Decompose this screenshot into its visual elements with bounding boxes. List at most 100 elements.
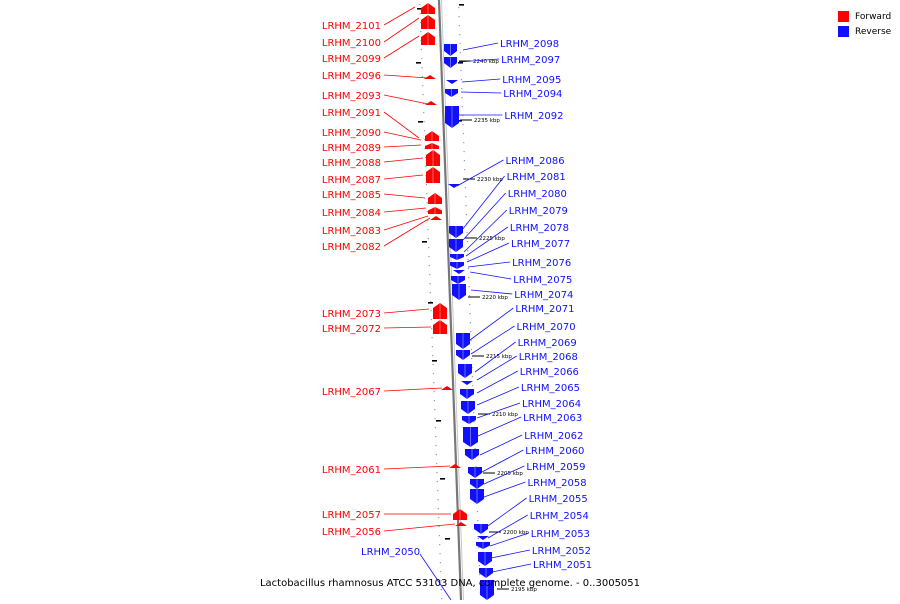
track-dot — [432, 373, 435, 375]
forward-leader-line — [383, 207, 427, 213]
track-dot — [468, 277, 470, 279]
track-dot — [431, 346, 434, 348]
legend-reverse-label: Reverse — [855, 26, 892, 37]
track-dot — [426, 202, 428, 204]
forward-gene-label: LRHM_2100 — [322, 38, 381, 49]
track-dot — [462, 115, 464, 117]
reverse-gene-label: LRHM_2050 — [361, 547, 420, 558]
reverse-leader-line — [490, 549, 530, 559]
label-leaders — [383, 6, 532, 601]
reverse-leader-line — [484, 497, 527, 529]
reverse-gene-label: LRHM_2066 — [520, 367, 579, 378]
reverse-gene — [448, 184, 460, 188]
tick-label: 2225 kbp — [479, 236, 505, 242]
forward-leader-line — [383, 308, 430, 314]
forward-gene-label: LRHM_2093 — [322, 91, 381, 102]
track-dot — [419, 22, 422, 24]
track-dot — [439, 562, 441, 564]
reverse-gene-label: LRHM_2060 — [525, 446, 584, 457]
track-dot — [435, 454, 437, 456]
forward-leader-line — [383, 465, 451, 470]
reverse-leader-line — [466, 242, 510, 263]
track-dot — [438, 535, 440, 537]
forward-leader-line — [383, 157, 424, 163]
track-dot — [431, 328, 433, 330]
reverse-gene — [461, 381, 473, 385]
forward-gene-label: LRHM_2091 — [322, 108, 381, 119]
track-dot — [431, 337, 433, 339]
reverse-leader-line — [465, 226, 509, 257]
track-dot — [479, 574, 481, 576]
track-dot — [440, 580, 442, 582]
reverse-gene-label: LRHM_2053 — [531, 529, 590, 540]
track-dot — [420, 49, 423, 51]
track-dot — [465, 196, 467, 198]
forward-swatch — [838, 11, 849, 22]
track-dot — [424, 139, 426, 141]
reverse-leader-line — [474, 341, 516, 373]
track-dot — [426, 211, 429, 213]
track-dot — [422, 103, 425, 105]
gene-features — [421, 3, 494, 600]
tick-label: 2230 kbp — [477, 177, 503, 183]
track-dot — [463, 160, 466, 162]
reverse-leader-line — [483, 465, 525, 485]
track-dot — [468, 295, 471, 297]
reverse-leader-line — [489, 532, 529, 547]
track-dot — [436, 472, 438, 474]
reverse-leader-line — [476, 355, 517, 381]
track-dot — [462, 124, 464, 126]
track-dot — [473, 412, 475, 414]
track-dot — [460, 79, 463, 81]
tick-mark — [458, 62, 463, 64]
reverse-leader-line — [476, 370, 518, 394]
forward-gene-label: LRHM_2057 — [322, 510, 381, 521]
track-dot — [458, 25, 461, 27]
tick-mark — [416, 62, 421, 64]
track-dot — [471, 358, 473, 360]
reverse-gene-label: LRHM_2062 — [524, 431, 583, 442]
reverse-leader-line — [461, 175, 505, 231]
reverse-leader-line — [467, 261, 511, 268]
track-dot — [459, 43, 461, 45]
track-dot — [463, 142, 465, 144]
track-dot — [430, 301, 432, 303]
forward-leader-line — [383, 74, 429, 79]
track-dot — [459, 52, 462, 54]
reverse-gene-label: LRHM_2078 — [510, 223, 569, 234]
reverse-leader-line — [462, 42, 499, 51]
track-dot — [435, 436, 437, 438]
reverse-swatch — [838, 26, 849, 37]
reverse-leader-line — [419, 553, 452, 601]
track-dot — [461, 88, 463, 90]
track-dot — [423, 112, 425, 114]
track-dot — [465, 214, 468, 216]
reverse-gene-label: LRHM_2095 — [502, 75, 561, 86]
reverse-leader-line — [470, 289, 513, 295]
track-dot — [470, 349, 473, 351]
reverse-gene-label: LRHM_2079 — [509, 206, 568, 217]
track-dot — [466, 232, 468, 234]
tick-label: 2240 kbp — [473, 59, 499, 65]
forward-gene — [455, 522, 467, 526]
track-dot — [433, 382, 435, 384]
map-caption: Lactobacillus rhamnosus ATCC 53103 DNA, … — [259, 578, 641, 589]
track-dot — [421, 76, 424, 78]
reverse-gene — [453, 270, 465, 274]
track-guides — [419, 4, 482, 603]
tick-mark — [440, 478, 445, 480]
track-dot — [428, 265, 431, 267]
tick-label: 2205 kbp — [497, 471, 523, 477]
track-dot — [427, 238, 430, 240]
reverse-gene-label: LRHM_2081 — [507, 172, 566, 183]
genome-backbone — [437, 0, 464, 601]
track-dot — [440, 589, 442, 591]
track-dot — [428, 247, 430, 249]
legend-forward-label: Forward — [855, 11, 892, 22]
reverse-leader-line — [462, 192, 506, 241]
track-dot — [429, 274, 431, 276]
track-dot — [461, 97, 463, 99]
reverse-gene-label: LRHM_2059 — [526, 462, 585, 473]
tick-label: 2220 kbp — [482, 295, 508, 301]
